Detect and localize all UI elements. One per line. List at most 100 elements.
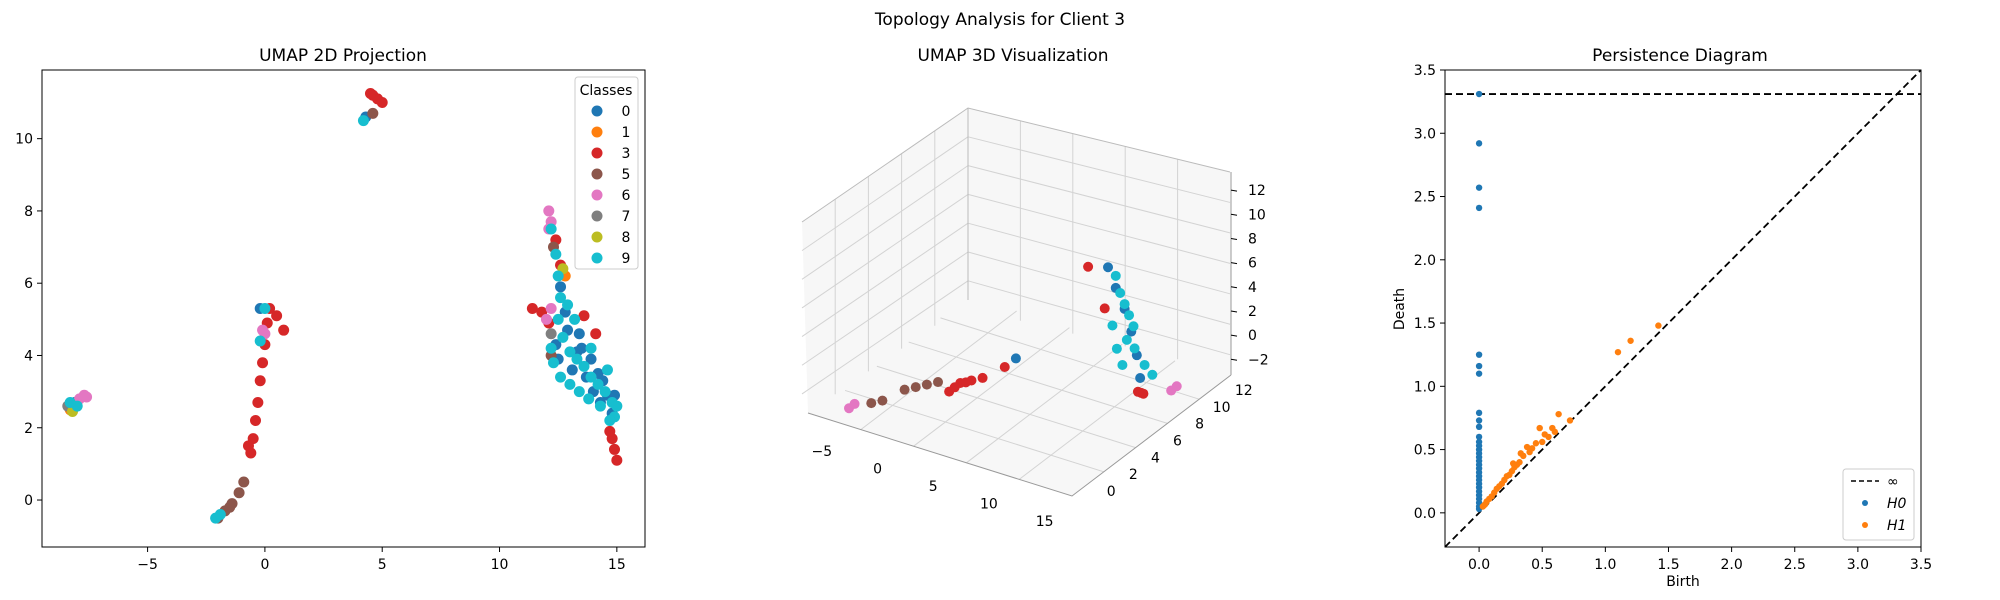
x-tick-label: −5 — [137, 557, 158, 573]
h0-point — [1475, 140, 1483, 147]
grid-line — [801, 280, 969, 395]
y-tick-label: 1.5 — [1414, 316, 1436, 332]
class-9-point — [545, 342, 557, 354]
legend-class-5-label: 5 — [622, 167, 631, 183]
legend-class-7-swatch — [591, 210, 603, 222]
class-9-point — [601, 364, 613, 376]
grid-line — [801, 165, 969, 280]
class-3-point — [257, 357, 269, 369]
class-9-point-3d — [1110, 270, 1121, 281]
class-5-point — [224, 501, 236, 513]
z-tick-label-3d: 2 — [1248, 304, 1257, 320]
class-9-point — [592, 378, 604, 390]
legend-class-8-swatch — [591, 231, 603, 243]
class-9-point — [611, 400, 623, 412]
grid-line — [801, 251, 969, 366]
x-tick-label-3d: 10 — [980, 496, 998, 512]
class-3-point — [604, 425, 616, 437]
class-9-point — [555, 292, 567, 304]
z-tick-mark — [1230, 334, 1238, 337]
h0-point — [1475, 433, 1483, 441]
umap-2d-legend: Classes 0 1 3 5 6 7 8 9 — [574, 76, 639, 270]
y-tick-label: 4 — [24, 348, 33, 364]
h1-point — [1655, 322, 1662, 329]
class-3-point-3d — [977, 372, 988, 383]
h1-point — [1479, 503, 1487, 510]
class-5-point-3d — [910, 382, 921, 393]
umap-3d-floor-edges — [807, 374, 1232, 497]
class-0-point-3d — [1135, 373, 1146, 384]
h1-point — [1532, 440, 1540, 447]
umap-3d-box — [801, 107, 1232, 497]
grid-line — [913, 327, 1070, 447]
legend-class-8-label: 8 — [622, 230, 631, 246]
h0-point — [1475, 409, 1483, 417]
class-9-point — [357, 115, 369, 127]
x-tick-label: 3.0 — [1847, 557, 1869, 573]
y-tick-label: 3.5 — [1414, 63, 1436, 79]
class-0-point — [555, 281, 567, 293]
z-tick-label-3d: 12 — [1248, 183, 1266, 199]
persistence-plot-area — [1445, 70, 1921, 547]
z-tick-label-3d: 0 — [1248, 328, 1257, 344]
legend-class-9-label: 9 — [622, 251, 631, 267]
y-tick-label-3d: 6 — [1173, 434, 1182, 450]
x-tick-label: 0.5 — [1531, 557, 1553, 573]
class-5-point-3d — [899, 384, 910, 395]
class-0-point-3d — [1103, 262, 1114, 273]
class-5-point-3d — [933, 377, 944, 388]
class-6-point-3d — [1171, 381, 1182, 392]
umap-3d-gridlines — [801, 120, 1231, 480]
x-tick-label: 15 — [608, 557, 626, 573]
persistence-x-label: Birth — [1666, 574, 1700, 590]
class-9-point-3d — [1124, 310, 1135, 321]
class-6-point — [540, 313, 552, 325]
x-tick-label: 0.0 — [1468, 557, 1490, 573]
x-tick-label-3d: 15 — [1036, 514, 1054, 530]
h0-point — [1475, 423, 1483, 431]
persistence-title: Persistence Diagram — [1592, 46, 1768, 66]
umap-3d-points — [844, 261, 1182, 414]
h1-point — [1517, 450, 1524, 457]
class-9-point — [64, 396, 76, 408]
y-tick-label-3d: 8 — [1195, 417, 1204, 433]
h0-point — [1475, 362, 1483, 370]
y-tick-label: 3.0 — [1414, 126, 1436, 142]
h1-point — [1539, 438, 1546, 446]
class-3-point — [611, 454, 623, 466]
grid-line — [967, 193, 1231, 264]
x-tick-label-3d: 5 — [929, 479, 938, 495]
class-9-point — [254, 335, 266, 347]
class-3-point — [254, 375, 266, 387]
class-3-point — [526, 303, 538, 314]
class-5-point — [367, 107, 379, 119]
class-9-point — [552, 313, 564, 325]
legend-class-9-swatch — [591, 252, 603, 264]
grid-line — [801, 193, 969, 309]
class-9-point-3d — [1117, 360, 1128, 371]
x-tick-label: 3.5 — [1910, 557, 1932, 573]
class-9-point — [259, 303, 271, 314]
grid-line — [1018, 360, 1176, 480]
persistence-y-ticks: 0.0 0.5 1.0 1.5 2.0 2.5 3.0 3.5 — [1414, 63, 1445, 522]
class-9-point-3d — [1129, 343, 1140, 354]
y-tick-label: 0.5 — [1414, 443, 1436, 459]
class-6-point — [81, 391, 93, 403]
class-9-point — [599, 386, 611, 398]
h0-point — [1475, 370, 1483, 377]
x-tick-label: 1.0 — [1594, 557, 1616, 573]
legend-h1-swatch — [1862, 522, 1868, 528]
legend-class-5-swatch — [591, 168, 603, 180]
class-0-point-3d — [1010, 353, 1021, 364]
legend-class-3-label: 3 — [622, 146, 631, 162]
class-9-point — [604, 415, 616, 427]
class-3-point — [608, 443, 620, 455]
persistence-axes-frame — [1444, 69, 1922, 548]
class-9-point — [557, 331, 569, 343]
class-9-point — [569, 313, 581, 325]
legend-class-6-label: 6 — [622, 188, 631, 204]
h1-point — [1523, 443, 1531, 451]
legend-class-7-label: 7 — [622, 209, 631, 225]
legend-class-1-label: 1 — [622, 125, 631, 141]
